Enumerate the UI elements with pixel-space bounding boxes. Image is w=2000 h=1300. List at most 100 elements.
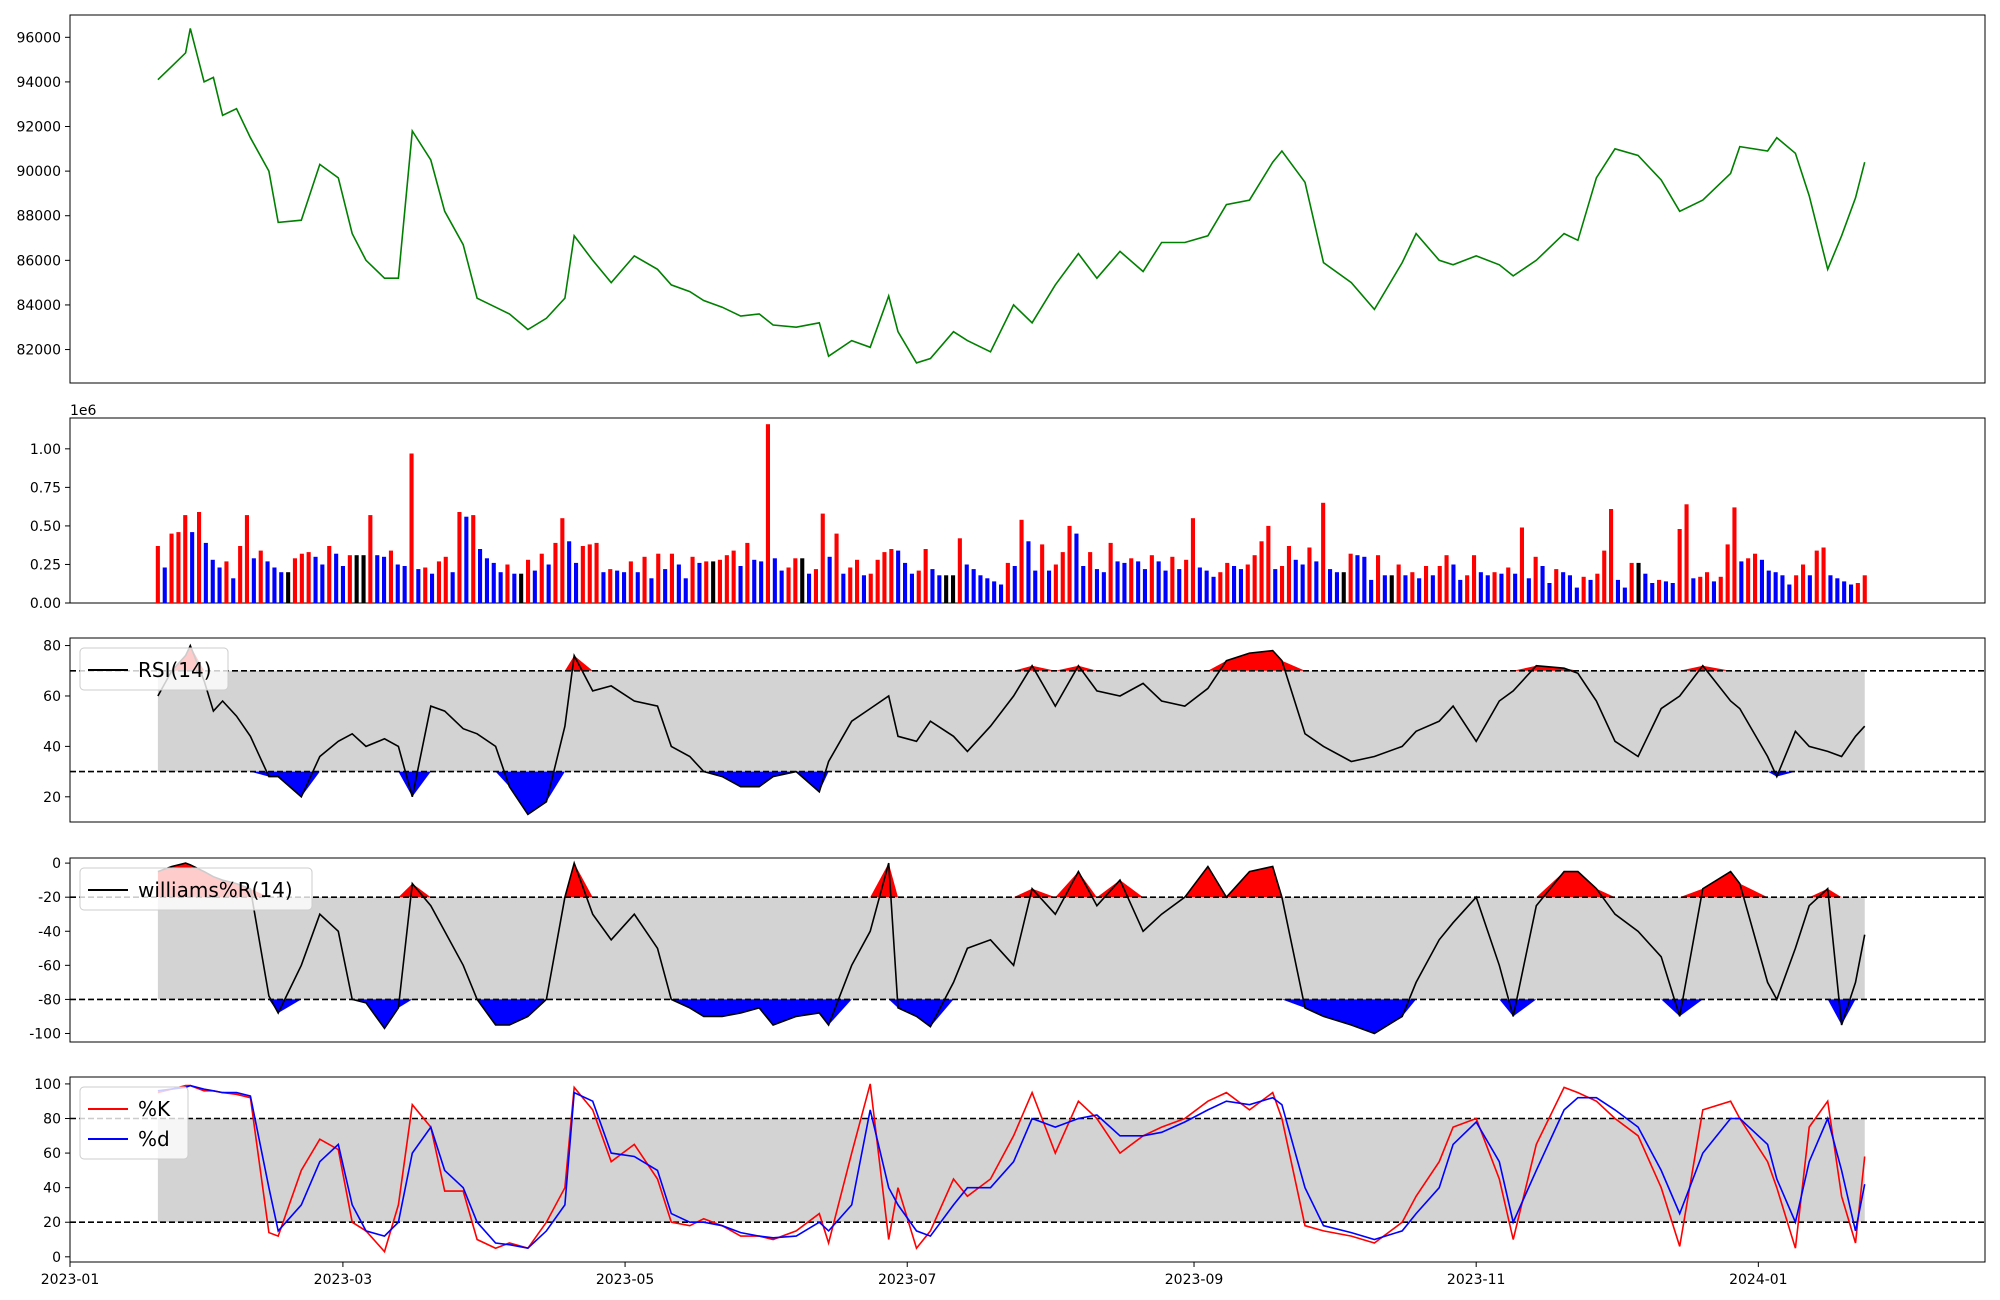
volume-bar <box>1184 559 1189 603</box>
volume-bar <box>1615 579 1620 603</box>
volume-bar <box>1814 550 1819 603</box>
volume-bar <box>1328 569 1333 603</box>
volume-bar <box>560 518 565 603</box>
y-tick-label: 88000 <box>16 209 61 225</box>
volume-bar <box>1835 578 1840 603</box>
volume-bar <box>1314 561 1319 603</box>
volume-bar <box>464 516 469 603</box>
volume-bar <box>1382 575 1387 604</box>
volume-bar <box>1376 555 1381 603</box>
volume-bar <box>169 533 174 603</box>
y-tick-label: 0.75 <box>30 480 61 496</box>
volume-bar <box>505 564 510 603</box>
volume-bar <box>690 556 695 604</box>
volume-bar <box>1286 546 1291 603</box>
y-tick-label: 60 <box>43 689 61 705</box>
volume-bar <box>1691 578 1696 603</box>
legend-box <box>79 867 313 911</box>
volume-bar <box>347 555 352 603</box>
volume-bar <box>313 556 318 604</box>
volume-bar <box>299 553 304 603</box>
volume-bar <box>292 558 297 603</box>
volume-bar <box>1403 575 1408 604</box>
volume-bar <box>1561 572 1566 603</box>
williams-legend: williams%R(14) <box>79 867 313 911</box>
volume-bar <box>834 533 839 603</box>
y-tick-label: 86000 <box>16 253 61 269</box>
volume-bar <box>1088 552 1093 603</box>
volume-bar <box>368 515 373 603</box>
y-tick-label: -60 <box>38 958 61 974</box>
volume-bar <box>683 578 688 603</box>
volume-bar <box>1547 583 1552 603</box>
volume-bar <box>848 567 853 603</box>
volume-bar <box>875 559 880 603</box>
volume-bar <box>190 532 195 603</box>
volume-bar <box>423 567 428 603</box>
legend-label: williams%R(14) <box>138 878 293 902</box>
volume-bar <box>1821 547 1826 603</box>
price-line <box>157 28 1866 364</box>
volume-bar <box>1581 576 1586 603</box>
volume-bar <box>1746 558 1751 603</box>
volume-bar <box>1849 584 1854 603</box>
volume-bar <box>1170 556 1175 604</box>
volume-bar <box>443 556 448 604</box>
oversold-fill <box>157 771 1865 815</box>
volume-bar <box>793 558 798 603</box>
volume-bar <box>265 561 270 603</box>
y-tick-label: 92000 <box>16 120 61 136</box>
volume-bar <box>1513 573 1518 603</box>
volume-bar <box>484 558 489 603</box>
volume-bar <box>1142 569 1147 603</box>
volume-bar <box>861 575 866 604</box>
volume-bar <box>1718 576 1723 603</box>
volume-bar <box>176 532 181 603</box>
volume-bar <box>340 566 345 603</box>
volume-bar <box>669 553 674 603</box>
volume-bar <box>745 542 750 603</box>
volume-bar <box>1101 572 1106 603</box>
volume-bar <box>1526 578 1531 603</box>
volume-bar <box>622 572 627 603</box>
volume-bar <box>1533 556 1538 604</box>
volume-bar <box>1766 570 1771 603</box>
volume-bar <box>478 549 483 603</box>
volume-bar <box>903 562 908 603</box>
volume-bar <box>1732 507 1737 603</box>
volume-bar <box>800 558 805 603</box>
volume-bar <box>1773 572 1778 603</box>
y-tick-label: 90000 <box>16 164 61 180</box>
volume-bar <box>1197 567 1202 603</box>
volume-bar <box>1129 558 1134 603</box>
volume-bar <box>1842 581 1847 603</box>
volume-bar <box>1293 559 1298 603</box>
volume-bar <box>1033 570 1038 603</box>
x-tick-label: 2023-05 <box>596 1272 655 1288</box>
y-tick-label: 0.00 <box>30 596 61 612</box>
volume-bar <box>964 564 969 603</box>
y-tick-label: 0.25 <box>30 557 61 573</box>
volume-bar <box>944 575 949 604</box>
volume-bar <box>1136 561 1141 603</box>
volume-bar <box>992 581 997 603</box>
volume-bar <box>1444 555 1449 603</box>
volume-bar <box>1047 570 1052 603</box>
volume-bar <box>1540 566 1545 603</box>
y-tick-label: 84000 <box>16 298 61 314</box>
volume-bar <box>1753 553 1758 603</box>
volume-bar <box>601 572 606 603</box>
volume-bar <box>526 559 531 603</box>
volume-bar <box>882 552 887 603</box>
volume-bar <box>1040 544 1045 603</box>
volume-bar <box>731 550 736 603</box>
volume-bar <box>1238 569 1243 603</box>
volume-bar <box>1108 542 1113 603</box>
volume-bar <box>711 561 716 603</box>
volume-bar <box>1725 544 1730 603</box>
volume-bar <box>663 569 668 603</box>
volume-bar <box>855 559 860 603</box>
volume-bar <box>286 572 291 603</box>
volume-bar <box>382 556 387 604</box>
volume-bar <box>231 578 236 603</box>
